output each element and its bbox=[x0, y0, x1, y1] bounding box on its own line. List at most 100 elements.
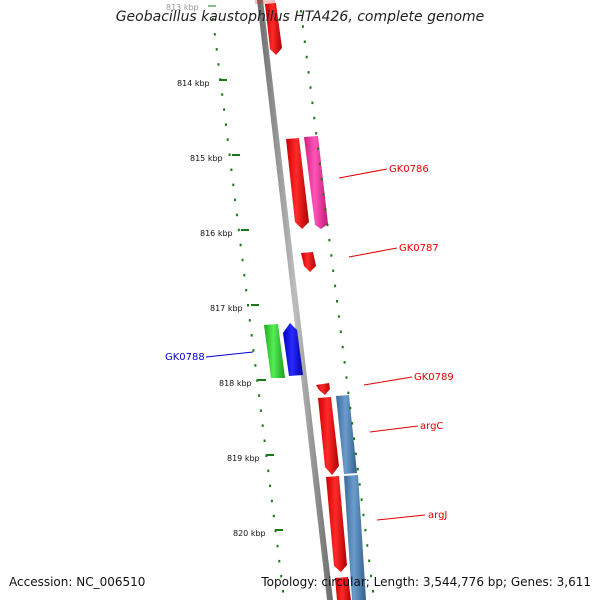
inner-dot bbox=[232, 183, 235, 187]
gene-label-argj[interactable]: argJ bbox=[428, 510, 447, 521]
inner-dot bbox=[226, 138, 229, 141]
ruler-label-814: 814 kbp bbox=[177, 79, 210, 88]
genome-backbone bbox=[257, 0, 333, 600]
inner-dot bbox=[228, 153, 231, 156]
inner-dot bbox=[212, 18, 214, 21]
outer-dot bbox=[326, 223, 329, 227]
outer-dot bbox=[305, 55, 308, 59]
topology-summary: Topology: circular; Length: 3,544,776 bp… bbox=[261, 575, 591, 589]
gene-label-gk0788[interactable]: GK0788 bbox=[165, 352, 205, 363]
inner-dot bbox=[230, 168, 233, 171]
outer-dot bbox=[341, 345, 344, 349]
faded-cds bbox=[255, 0, 275, 4]
outer-dot bbox=[324, 208, 327, 211]
cds-top bbox=[265, 3, 282, 55]
inner-dot bbox=[282, 590, 284, 593]
accession-text: Accession: NC_006510 bbox=[9, 575, 146, 589]
inner-dot bbox=[254, 364, 257, 367]
outer-dot bbox=[307, 71, 310, 74]
outer-dot bbox=[347, 391, 350, 395]
inner-dot bbox=[213, 33, 216, 36]
inner-dot bbox=[274, 529, 277, 533]
leader-gk0788 bbox=[205, 351, 254, 358]
inner-dot bbox=[265, 454, 268, 457]
leader-gk0789 bbox=[363, 376, 413, 386]
ruler-label-818: 818 kbp bbox=[219, 379, 252, 388]
leader-argc bbox=[369, 425, 419, 433]
outer-dot bbox=[372, 590, 374, 593]
cds-gk0788-blue bbox=[283, 323, 303, 376]
cds-gk0786-red bbox=[286, 138, 309, 229]
ruler-label-813: 813 kbp bbox=[166, 3, 199, 12]
gene-label-gk0786[interactable]: GK0786 bbox=[389, 164, 429, 175]
inner-dot bbox=[276, 544, 279, 548]
inner-dot bbox=[247, 304, 249, 307]
outer-dot bbox=[311, 101, 314, 105]
inner-dot bbox=[269, 484, 272, 488]
gene-label-gk0789[interactable]: GK0789 bbox=[414, 372, 454, 383]
inner-dot bbox=[270, 499, 273, 503]
outer-dot bbox=[354, 452, 357, 456]
outer-dot bbox=[334, 284, 337, 288]
outer-dot bbox=[366, 544, 369, 547]
inner-dot bbox=[259, 409, 262, 412]
outer-dot bbox=[362, 513, 365, 517]
cds-gk0787 bbox=[301, 252, 316, 272]
cds-argc-red bbox=[318, 397, 339, 475]
outer-dot bbox=[351, 422, 354, 425]
ruler-label-819: 819 kbp bbox=[227, 454, 260, 463]
outer-dot bbox=[353, 437, 356, 440]
outer-dot bbox=[364, 528, 367, 532]
outer-dot bbox=[315, 132, 318, 135]
ruler-label-820: 820 kbp bbox=[233, 529, 266, 538]
gene-label-gk0787[interactable]: GK0787 bbox=[399, 243, 439, 254]
ruler-dots bbox=[212, 10, 374, 593]
outer-dot bbox=[368, 559, 371, 562]
inner-dot bbox=[248, 319, 251, 322]
outer-dot bbox=[360, 498, 363, 501]
genome-title: Geobacillus kaustophilus HTA426, complet… bbox=[115, 9, 485, 25]
outer-dot bbox=[356, 467, 359, 471]
outer-dot bbox=[313, 116, 316, 120]
outer-dot bbox=[303, 40, 306, 43]
inner-dot bbox=[267, 469, 270, 473]
feature-green bbox=[264, 324, 285, 378]
inner-dot bbox=[263, 439, 266, 442]
cds-gk0786-pink bbox=[304, 136, 328, 229]
cds-bottom-red bbox=[335, 577, 351, 600]
outer-dot bbox=[318, 162, 321, 166]
inner-dot bbox=[241, 258, 244, 262]
outer-dot bbox=[358, 483, 361, 486]
outer-dot bbox=[345, 376, 348, 379]
inner-dot bbox=[217, 63, 220, 66]
ruler-label-815: 815 kbp bbox=[190, 154, 223, 163]
label-leaders bbox=[205, 168, 426, 521]
inner-dot bbox=[219, 78, 222, 81]
inner-dot bbox=[224, 123, 227, 126]
outer-dot bbox=[332, 269, 335, 272]
outer-dot bbox=[301, 25, 304, 28]
gene-labels: GK0786 GK0787 GK0788 GK0789 argC argJ bbox=[165, 164, 454, 521]
leader-argj bbox=[376, 514, 426, 521]
ruler-ticks bbox=[208, 5, 283, 531]
inner-dot bbox=[235, 213, 238, 217]
gene-label-argc[interactable]: argC bbox=[420, 421, 443, 432]
cds-gk0789 bbox=[316, 383, 330, 395]
outer-dot bbox=[337, 315, 340, 318]
inner-dot bbox=[280, 574, 283, 578]
inner-dot bbox=[243, 273, 246, 277]
ruler-label-817: 817 kbp bbox=[210, 304, 243, 313]
outer-dot bbox=[343, 361, 346, 364]
outer-dot bbox=[320, 177, 323, 181]
cds-argj-red bbox=[326, 476, 347, 572]
outer-dot bbox=[339, 330, 342, 333]
inner-dot bbox=[223, 108, 226, 111]
outer-dot bbox=[349, 406, 352, 410]
ruler-labels: 813 kbp 814 kbp 815 kbp 816 kbp 817 kbp … bbox=[166, 3, 266, 538]
inner-dot bbox=[272, 514, 275, 518]
outer-dot bbox=[330, 254, 333, 257]
leader-gk0786 bbox=[338, 168, 388, 179]
inner-dot bbox=[245, 288, 248, 292]
inner-dot bbox=[250, 334, 253, 337]
